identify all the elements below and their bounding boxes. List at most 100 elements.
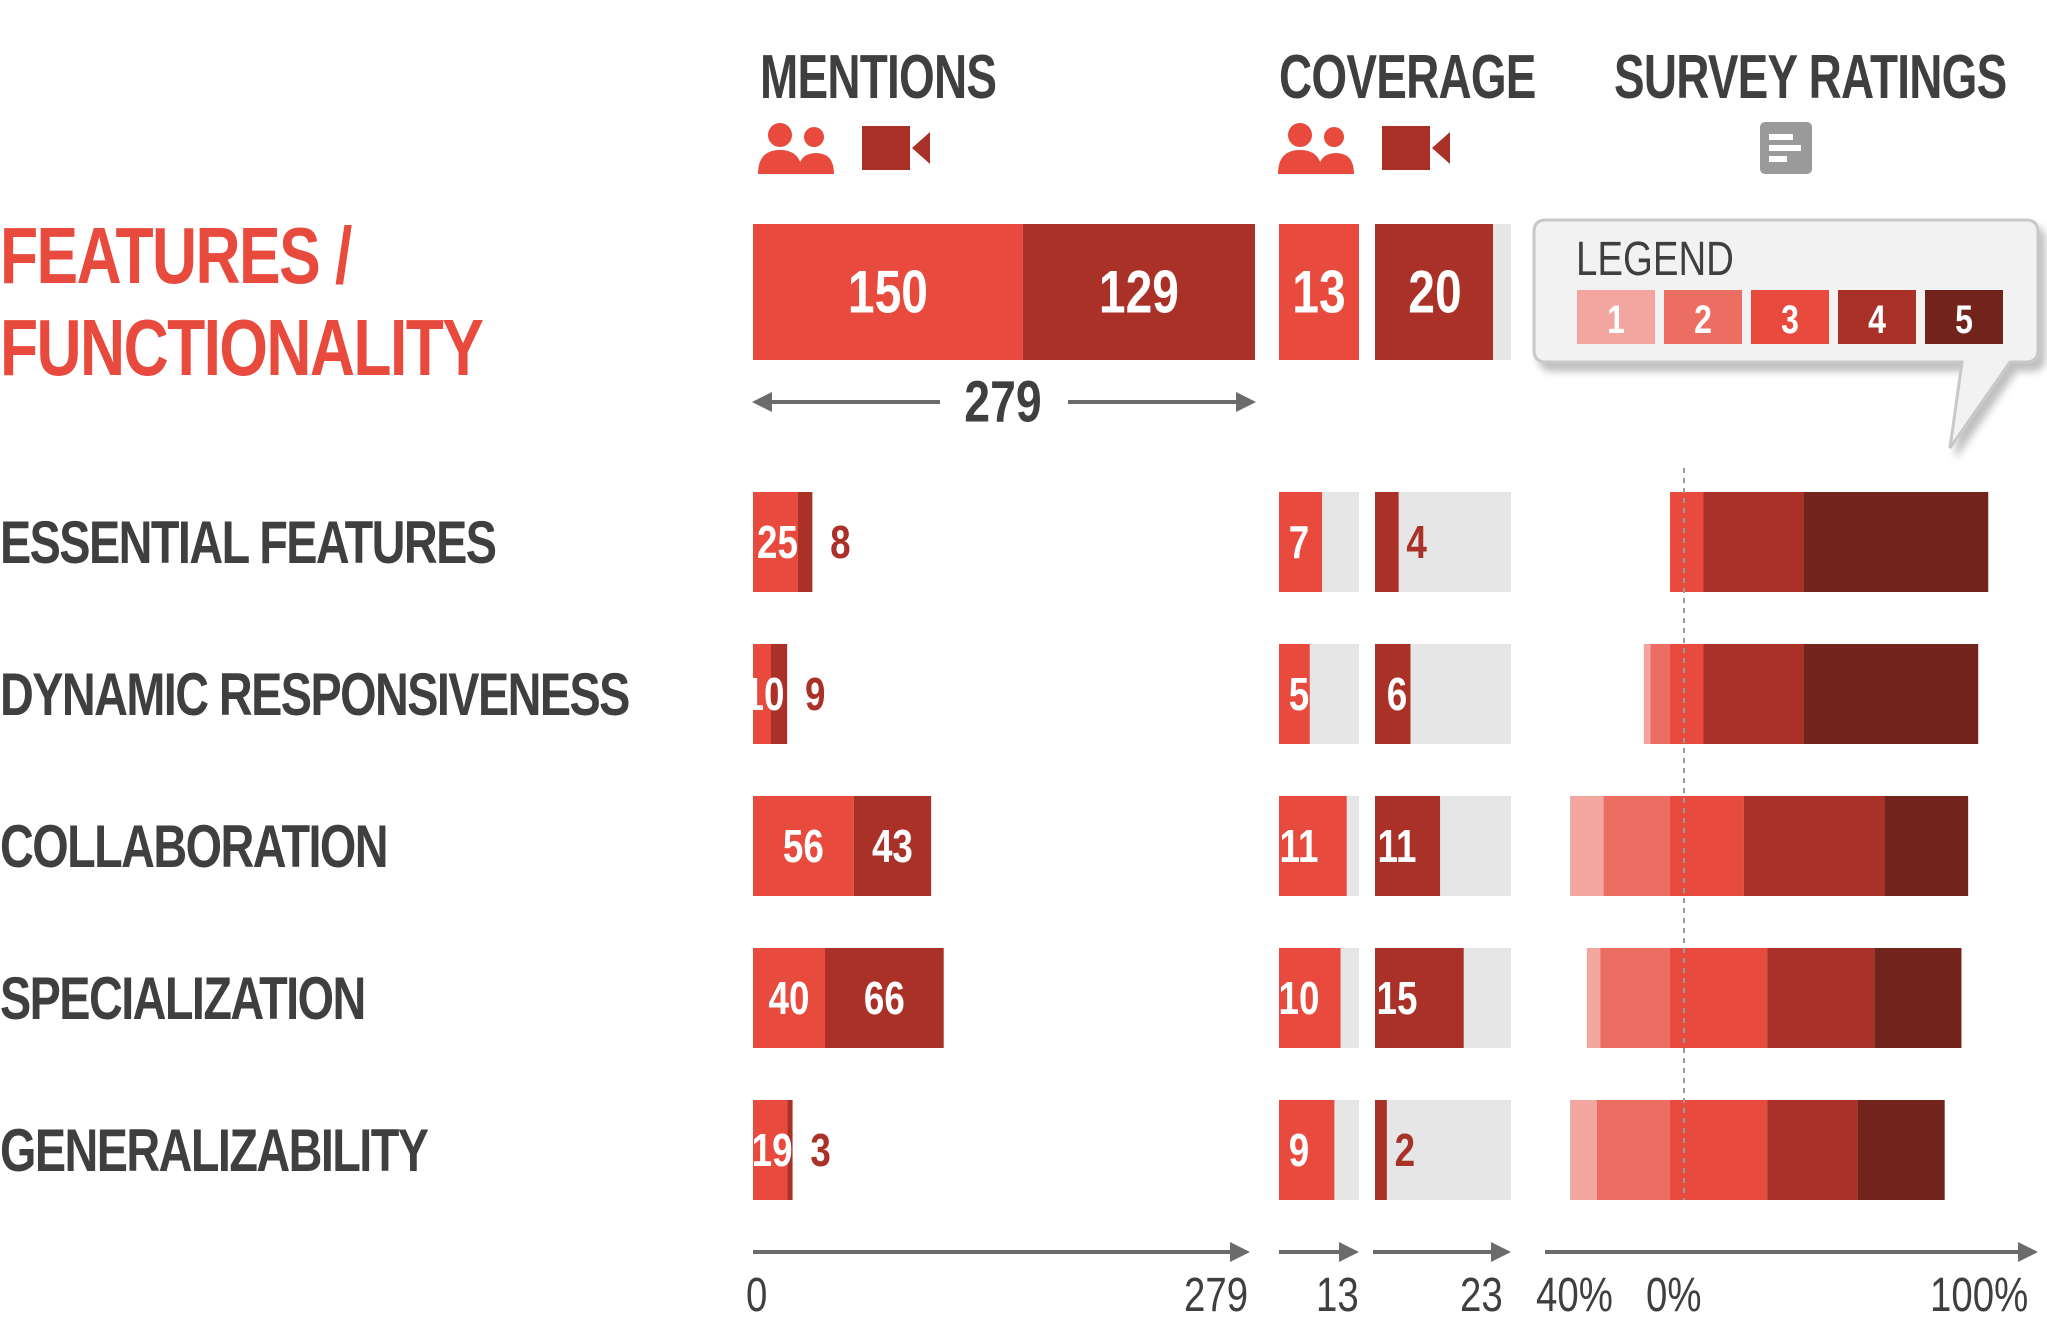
coverage-video-label: 4 bbox=[1406, 516, 1426, 568]
coverage-video-track bbox=[1375, 1100, 1511, 1200]
survey-rating-5-bar bbox=[1884, 796, 1969, 896]
legend-swatch-label-1: 1 bbox=[1607, 296, 1625, 341]
mentions-video-label: 66 bbox=[864, 972, 905, 1024]
coverage-video-bar bbox=[1375, 224, 1493, 360]
coverage-people-bar bbox=[1279, 1100, 1335, 1200]
main-label-line2: FUNCTIONALITY bbox=[0, 303, 484, 392]
mentions-video-label: 9 bbox=[805, 668, 825, 720]
mentions-video-bar bbox=[1022, 224, 1255, 360]
legend-swatch-1 bbox=[1577, 290, 1655, 344]
coverage-video-bar bbox=[1375, 492, 1399, 592]
legend-swatch-label-5: 5 bbox=[1955, 296, 1973, 341]
survey-rating-3-bar bbox=[1670, 492, 1704, 592]
mentions-people-label: 10 bbox=[744, 668, 785, 720]
mentions-people-bar bbox=[753, 492, 798, 592]
coverage-people-axis-head bbox=[1339, 1242, 1359, 1262]
coverage-people-label: 9 bbox=[1289, 1124, 1309, 1176]
coverage-video-bar bbox=[1375, 948, 1464, 1048]
coverage-video-label: 15 bbox=[1377, 972, 1418, 1024]
survey-rating-1-bar bbox=[1586, 948, 1601, 1048]
row-label-specialization: SPECIALIZATION bbox=[0, 965, 366, 1032]
mentions-people-label: 56 bbox=[783, 820, 824, 872]
coverage-video-bar bbox=[1375, 644, 1411, 744]
coverage-video-bar bbox=[1375, 796, 1441, 896]
mentions-video-bar bbox=[787, 1100, 793, 1200]
coverage-video-label: 20 bbox=[1408, 258, 1461, 325]
video-camera-icon-coverage bbox=[1382, 126, 1450, 170]
legend-swatch-label-4: 4 bbox=[1868, 296, 1886, 341]
survey-rating-3-bar bbox=[1670, 1100, 1768, 1200]
survey-ratings-header: SURVEY RATINGS bbox=[1614, 43, 2007, 112]
coverage-people-bar bbox=[1279, 492, 1323, 592]
total-arrow-left-head bbox=[752, 392, 772, 412]
coverage-video-bar bbox=[1375, 1100, 1387, 1200]
row-label-essential-features: ESSENTIAL FEATURES bbox=[0, 509, 497, 576]
mentions-axis-max: 279 bbox=[1184, 1269, 1249, 1322]
mentions-people-label: 19 bbox=[752, 1124, 793, 1176]
survey-rating-2-bar bbox=[1596, 1100, 1684, 1200]
survey-rating-1-bar bbox=[1643, 644, 1651, 744]
mentions-video-bar bbox=[797, 492, 813, 592]
row-label-dynamic-responsiveness: DYNAMIC RESPONSIVENESS bbox=[0, 661, 630, 728]
people-icon-coverage bbox=[1278, 123, 1354, 174]
coverage-people-label: 7 bbox=[1289, 516, 1309, 568]
legend-swatch-2 bbox=[1664, 290, 1742, 344]
survey-rating-5-bar bbox=[1804, 492, 1989, 592]
survey-axis-head bbox=[2018, 1242, 2038, 1262]
coverage-video-label: 2 bbox=[1395, 1124, 1415, 1176]
mentions-video-bar bbox=[853, 796, 932, 896]
survey-rating-4-bar bbox=[1767, 948, 1875, 1048]
mentions-video-label: 8 bbox=[830, 516, 850, 568]
mentions-people-bar bbox=[753, 1100, 788, 1200]
mentions-video-label: 43 bbox=[872, 820, 913, 872]
mentions-header: MENTIONS bbox=[760, 43, 997, 112]
legend-swatch-3 bbox=[1751, 290, 1829, 344]
mentions-people-bar bbox=[753, 224, 1023, 360]
mentions-people-label: 40 bbox=[769, 972, 810, 1024]
survey-rating-1-bar bbox=[1570, 796, 1604, 896]
coverage-people-bar bbox=[1279, 224, 1359, 360]
mentions-video-bar bbox=[824, 948, 944, 1048]
coverage-video-axis-head bbox=[1491, 1242, 1511, 1262]
survey-rating-4-bar bbox=[1703, 644, 1804, 744]
coverage-people-label: 11 bbox=[1280, 820, 1319, 872]
survey-icon bbox=[1760, 122, 1812, 174]
total-arrow-right-head bbox=[1236, 392, 1256, 412]
legend-swatch-5 bbox=[1925, 290, 2003, 344]
total-mentions-label: 279 bbox=[964, 369, 1041, 434]
mentions-video-label: 129 bbox=[1099, 258, 1179, 325]
survey-rating-1-bar bbox=[1570, 1100, 1597, 1200]
coverage-header: COVERAGE bbox=[1279, 43, 1536, 112]
legend-title: LEGEND bbox=[1576, 233, 1734, 286]
coverage-people-axis-max: 13 bbox=[1316, 1269, 1359, 1322]
survey-axis-right: 100% bbox=[1930, 1269, 2029, 1322]
row-label-collaboration: COLLABORATION bbox=[0, 813, 389, 880]
main-category-label: FEATURES / FUNCTIONALITY bbox=[0, 210, 484, 394]
survey-rating-5-bar bbox=[1804, 644, 1979, 744]
survey-rating-5-bar bbox=[1874, 948, 1962, 1048]
mentions-people-label: 25 bbox=[757, 516, 798, 568]
coverage-people-bar bbox=[1279, 644, 1310, 744]
survey-rating-3-bar bbox=[1670, 644, 1704, 744]
coverage-video-label: 11 bbox=[1378, 820, 1417, 872]
mentions-video-label: 3 bbox=[810, 1124, 830, 1176]
mentions-people-label: 150 bbox=[848, 258, 928, 325]
coverage-people-bar bbox=[1279, 796, 1347, 896]
survey-rating-3-bar bbox=[1670, 796, 1744, 896]
mentions-people-bar bbox=[753, 644, 771, 744]
mentions-axis-head bbox=[1230, 1242, 1250, 1262]
mentions-video-bar bbox=[770, 644, 788, 744]
coverage-people-label: 10 bbox=[1279, 972, 1320, 1024]
survey-axis-left: 40% bbox=[1536, 1269, 1613, 1322]
coverage-video-label: 6 bbox=[1387, 668, 1407, 720]
legend-swatch-label-2: 2 bbox=[1694, 296, 1712, 341]
mentions-people-bar bbox=[753, 796, 854, 896]
survey-axis-zero: 0% bbox=[1646, 1269, 1702, 1322]
video-camera-icon bbox=[862, 126, 930, 170]
coverage-video-axis-max: 23 bbox=[1460, 1269, 1503, 1322]
survey-rating-5-bar bbox=[1857, 1100, 1945, 1200]
coverage-people-bar bbox=[1279, 948, 1341, 1048]
coverage-people-label: 5 bbox=[1289, 668, 1309, 720]
